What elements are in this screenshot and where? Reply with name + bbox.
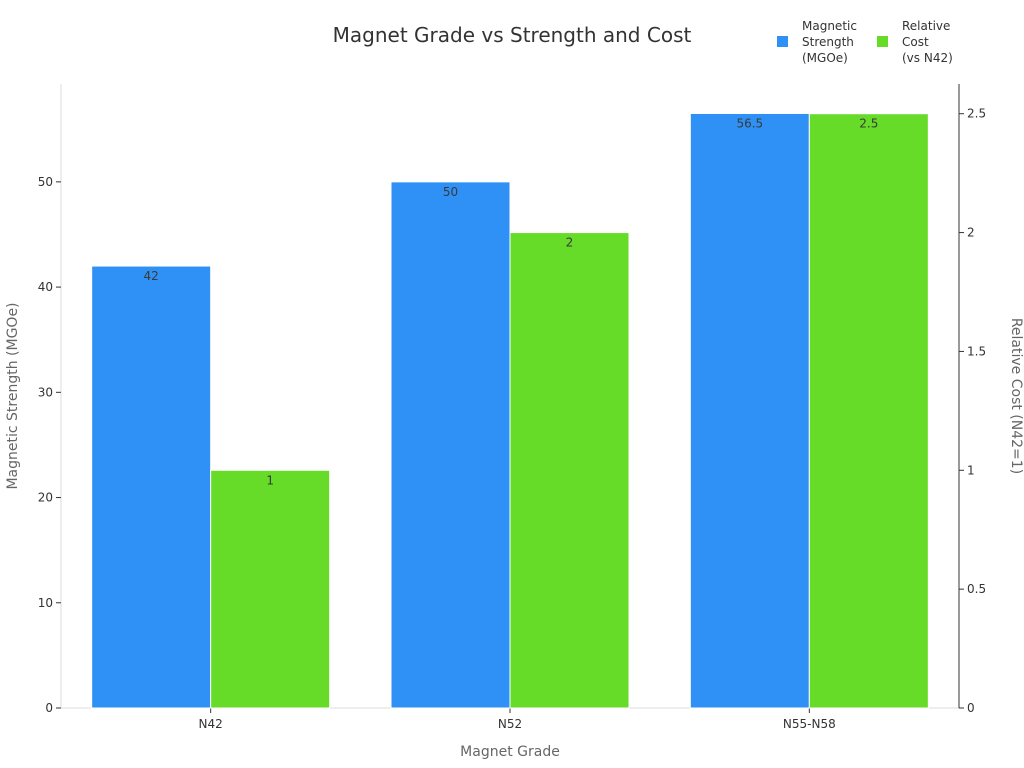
x-tick-label: N55-N58 bbox=[783, 717, 836, 731]
y2-axis-title: Relative Cost (N42=1) bbox=[1008, 318, 1024, 474]
legend-line: (MGOe) bbox=[802, 51, 848, 65]
bar-value-label: 56.5 bbox=[736, 116, 763, 130]
y2-tick-label: 1 bbox=[967, 463, 975, 477]
legend-line: (vs N42) bbox=[902, 51, 953, 65]
legend-label-cost: Relative Cost (vs N42) bbox=[902, 19, 954, 65]
y-tick-label: 0 bbox=[45, 701, 53, 715]
bar-cost-n42 bbox=[210, 469, 331, 709]
bar-value-label: 42 bbox=[144, 269, 159, 283]
y2-tick-label: 2 bbox=[967, 226, 975, 240]
legend-label-strength: Magnetic Strength (MGOe) bbox=[802, 19, 861, 65]
x-tick-label: N42 bbox=[199, 717, 223, 731]
legend-swatch-cost bbox=[877, 36, 888, 47]
x-axis-title: Magnet Grade bbox=[460, 744, 560, 760]
y-tick-label: 50 bbox=[38, 175, 53, 189]
plot-area: 0 10 20 30 40 50 0 0.5 1 1.5 2 2.5 N42 42 1 N52 50 2 N55-N… bbox=[38, 84, 986, 731]
y-axis-title: Magnetic Strength (MGOe) bbox=[5, 302, 21, 489]
legend-line: Magnetic bbox=[802, 19, 857, 33]
legend-swatch-strength bbox=[777, 36, 788, 47]
bar-value-label: 50 bbox=[443, 185, 458, 199]
legend-line: Cost bbox=[902, 35, 929, 49]
y-tick-label: 20 bbox=[38, 491, 53, 505]
y2-tick-label: 0.5 bbox=[967, 582, 986, 596]
y2-tick-label: 2.5 bbox=[967, 107, 986, 121]
bar-value-label: 2 bbox=[566, 236, 574, 250]
chart-title: Magnet Grade vs Strength and Cost bbox=[333, 23, 692, 47]
y-tick-label: 30 bbox=[38, 385, 53, 399]
bar-strength-n42 bbox=[91, 265, 212, 709]
bar-value-label: 1 bbox=[266, 473, 274, 487]
x-tick-label: N52 bbox=[498, 717, 522, 731]
bar-strength-n55-n58 bbox=[689, 112, 810, 709]
y-tick-label: 10 bbox=[38, 596, 53, 610]
y2-tick-label: 1.5 bbox=[967, 344, 986, 358]
bar-value-label: 2.5 bbox=[859, 117, 878, 131]
legend-line: Strength bbox=[802, 35, 854, 49]
legend: Magnetic Strength (MGOe) Relative Cost (… bbox=[777, 19, 954, 65]
bar-strength-n52 bbox=[390, 181, 511, 709]
bar-cost-n52 bbox=[509, 232, 630, 709]
legend-line: Relative bbox=[902, 19, 950, 33]
y2-tick-label: 0 bbox=[967, 701, 975, 715]
bar-cost-n55-n58 bbox=[808, 113, 929, 709]
y-tick-label: 40 bbox=[38, 280, 53, 294]
